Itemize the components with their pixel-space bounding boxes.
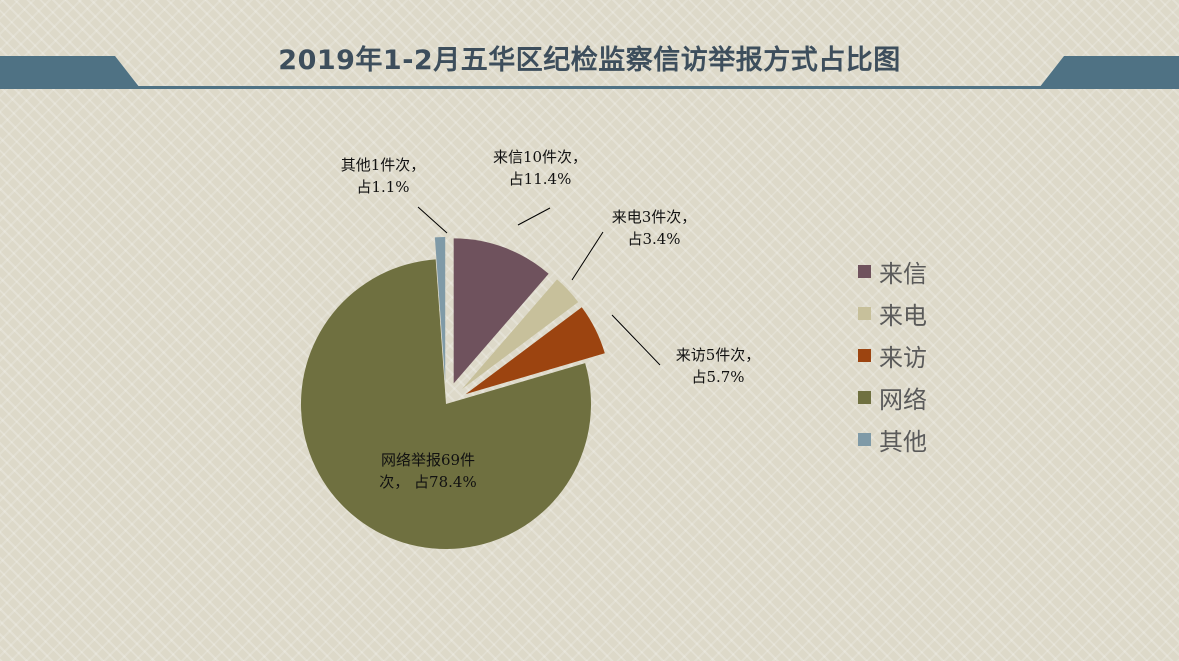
data-label-3-line-2: 占5.7% <box>691 368 744 386</box>
data-label-4-line-2: 次， 占78.4% <box>379 473 476 491</box>
legend-item-2: 来电 <box>858 292 927 334</box>
legend-label: 其他 <box>879 427 927 456</box>
header-bar-left <box>0 56 140 88</box>
legend-item-5: 其他 <box>858 418 927 460</box>
legend-swatch <box>858 432 871 446</box>
data-label-5-line-1: 其他1件次， <box>341 156 426 174</box>
pie-slice-4 <box>301 259 591 549</box>
legend-label: 网络 <box>879 385 927 414</box>
legend-swatch <box>858 306 871 320</box>
legend-item-3: 来访 <box>858 334 927 376</box>
legend-swatch <box>858 264 871 278</box>
data-label-4-line-1: 网络举报69件 <box>381 451 475 469</box>
legend-item-1: 来信 <box>858 250 927 292</box>
legend-label: 来电 <box>879 301 927 330</box>
pie-slice-1 <box>453 238 549 384</box>
data-label-2-line-2: 占3.4% <box>627 230 680 248</box>
legend-label: 来访 <box>879 343 927 372</box>
leader-line-3 <box>611 314 661 366</box>
pie-slice-3 <box>465 307 605 395</box>
leader-line-1 <box>517 207 551 226</box>
leader-line-2 <box>571 231 604 281</box>
legend-label: 来信 <box>879 259 927 288</box>
pie-slice-5 <box>434 237 446 383</box>
legend-item-4: 网络 <box>858 376 927 418</box>
data-label-3-line-1: 来访5件次， <box>676 346 761 364</box>
data-label-5-line-2: 占1.1% <box>356 178 409 196</box>
chart-title: 2019年1-2月五华区纪检监察信访举报方式占比图 <box>278 45 901 76</box>
legend-swatch <box>858 348 871 362</box>
data-label-2-line-1: 来电3件次， <box>612 208 697 226</box>
chart-legend: 来信来电来访网络其他 <box>858 250 927 460</box>
header-line <box>0 86 1179 89</box>
legend-swatch <box>858 390 871 404</box>
leader-line-5 <box>417 206 448 234</box>
data-label-1-line-2: 占11.4% <box>509 170 572 188</box>
header-bar-right <box>1039 56 1179 88</box>
pie-slice-2 <box>462 279 579 390</box>
data-label-1-line-1: 来信10件次， <box>493 148 587 166</box>
